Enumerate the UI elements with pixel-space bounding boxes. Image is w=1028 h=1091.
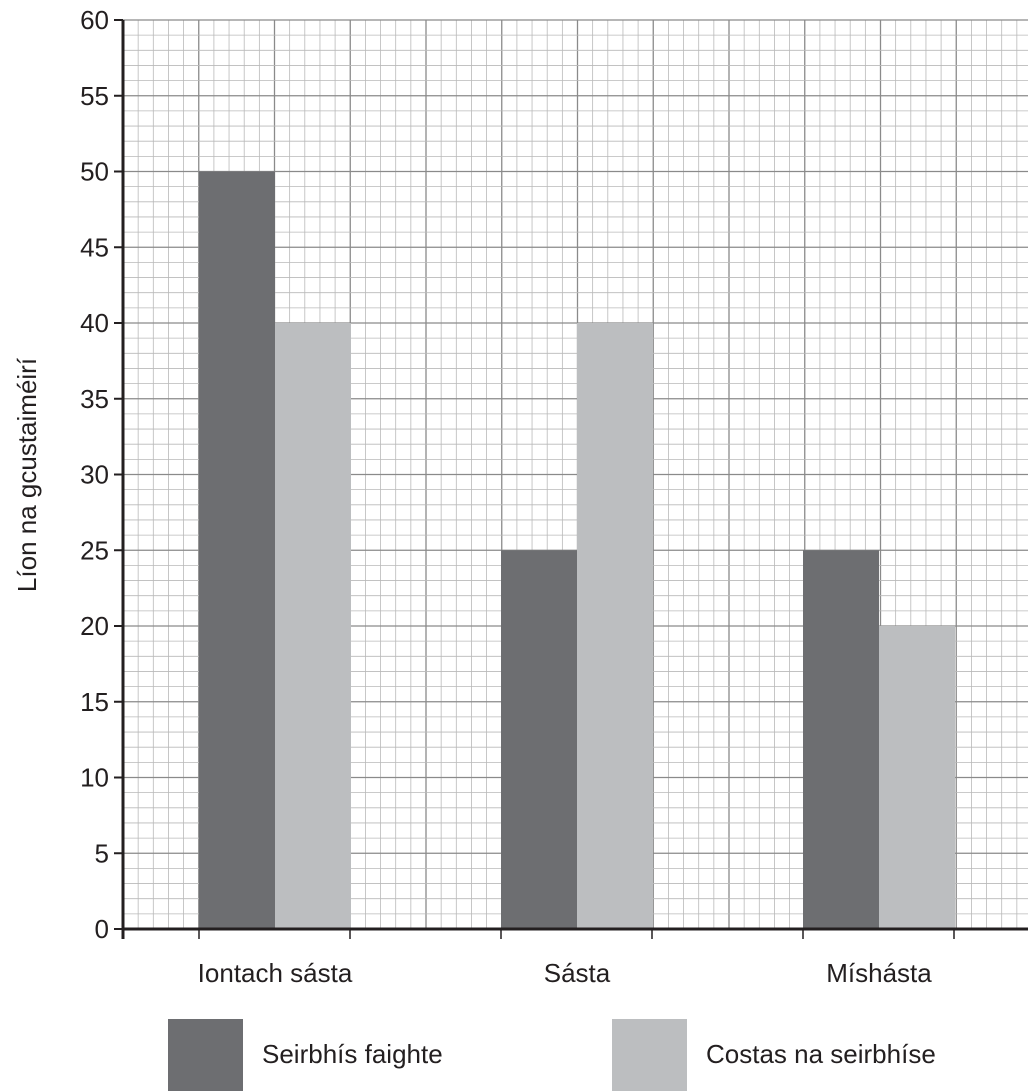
- y-tick-label: 0: [95, 914, 109, 944]
- legend-swatch-2: [612, 1019, 687, 1091]
- x-tick-label: Iontach sásta: [198, 958, 353, 988]
- y-tick-label: 55: [80, 81, 109, 111]
- legend-label-1: Seirbhís faighte: [262, 1039, 443, 1069]
- bar-2-1: [275, 323, 351, 929]
- chart-bars: [199, 171, 955, 929]
- x-axis-ticks: Iontach sásta Sásta Míshásta: [198, 929, 955, 988]
- x-tick-label: Míshásta: [826, 958, 932, 988]
- bar-1-3: [803, 550, 879, 929]
- bar-2-2: [577, 323, 653, 929]
- legend-swatch-1: [168, 1019, 243, 1091]
- bar-1-1: [199, 171, 275, 929]
- y-tick-label: 45: [80, 232, 109, 262]
- y-tick-label: 20: [80, 611, 109, 641]
- y-axis-ticks: 0 5 10 15 20 25 30 35 40 45 50 55 60: [80, 5, 123, 944]
- y-tick-label: 25: [80, 535, 109, 565]
- y-tick-label: 30: [80, 460, 109, 490]
- y-tick-label: 60: [80, 5, 109, 35]
- bar-2-3: [879, 626, 955, 929]
- y-tick-label: 15: [80, 687, 109, 717]
- y-tick-label: 10: [80, 763, 109, 793]
- y-axis-label: Líon na gcustaiméirí: [12, 357, 42, 592]
- y-tick-label: 35: [80, 384, 109, 414]
- chart-axes: [121, 20, 1028, 939]
- chart-legend: Seirbhís faighte Costas na seirbhíse: [168, 1019, 936, 1091]
- y-tick-label: 40: [80, 308, 109, 338]
- legend-label-2: Costas na seirbhíse: [706, 1039, 936, 1069]
- y-tick-label: 50: [80, 157, 109, 187]
- x-tick-label: Sásta: [544, 958, 611, 988]
- bar-1-2: [501, 550, 577, 929]
- y-tick-label: 5: [95, 838, 109, 868]
